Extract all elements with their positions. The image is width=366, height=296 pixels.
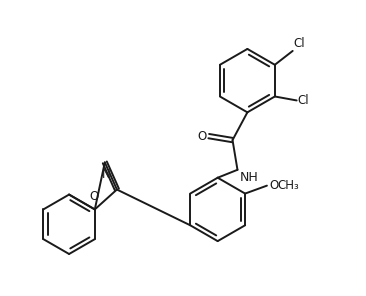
Text: CH₃: CH₃ — [278, 179, 299, 192]
Text: O: O — [269, 179, 278, 192]
Text: Cl: Cl — [298, 94, 309, 107]
Text: O: O — [89, 190, 98, 203]
Text: Cl: Cl — [294, 37, 305, 50]
Text: N: N — [101, 168, 110, 181]
Text: NH: NH — [239, 171, 258, 184]
Text: O: O — [197, 130, 206, 143]
